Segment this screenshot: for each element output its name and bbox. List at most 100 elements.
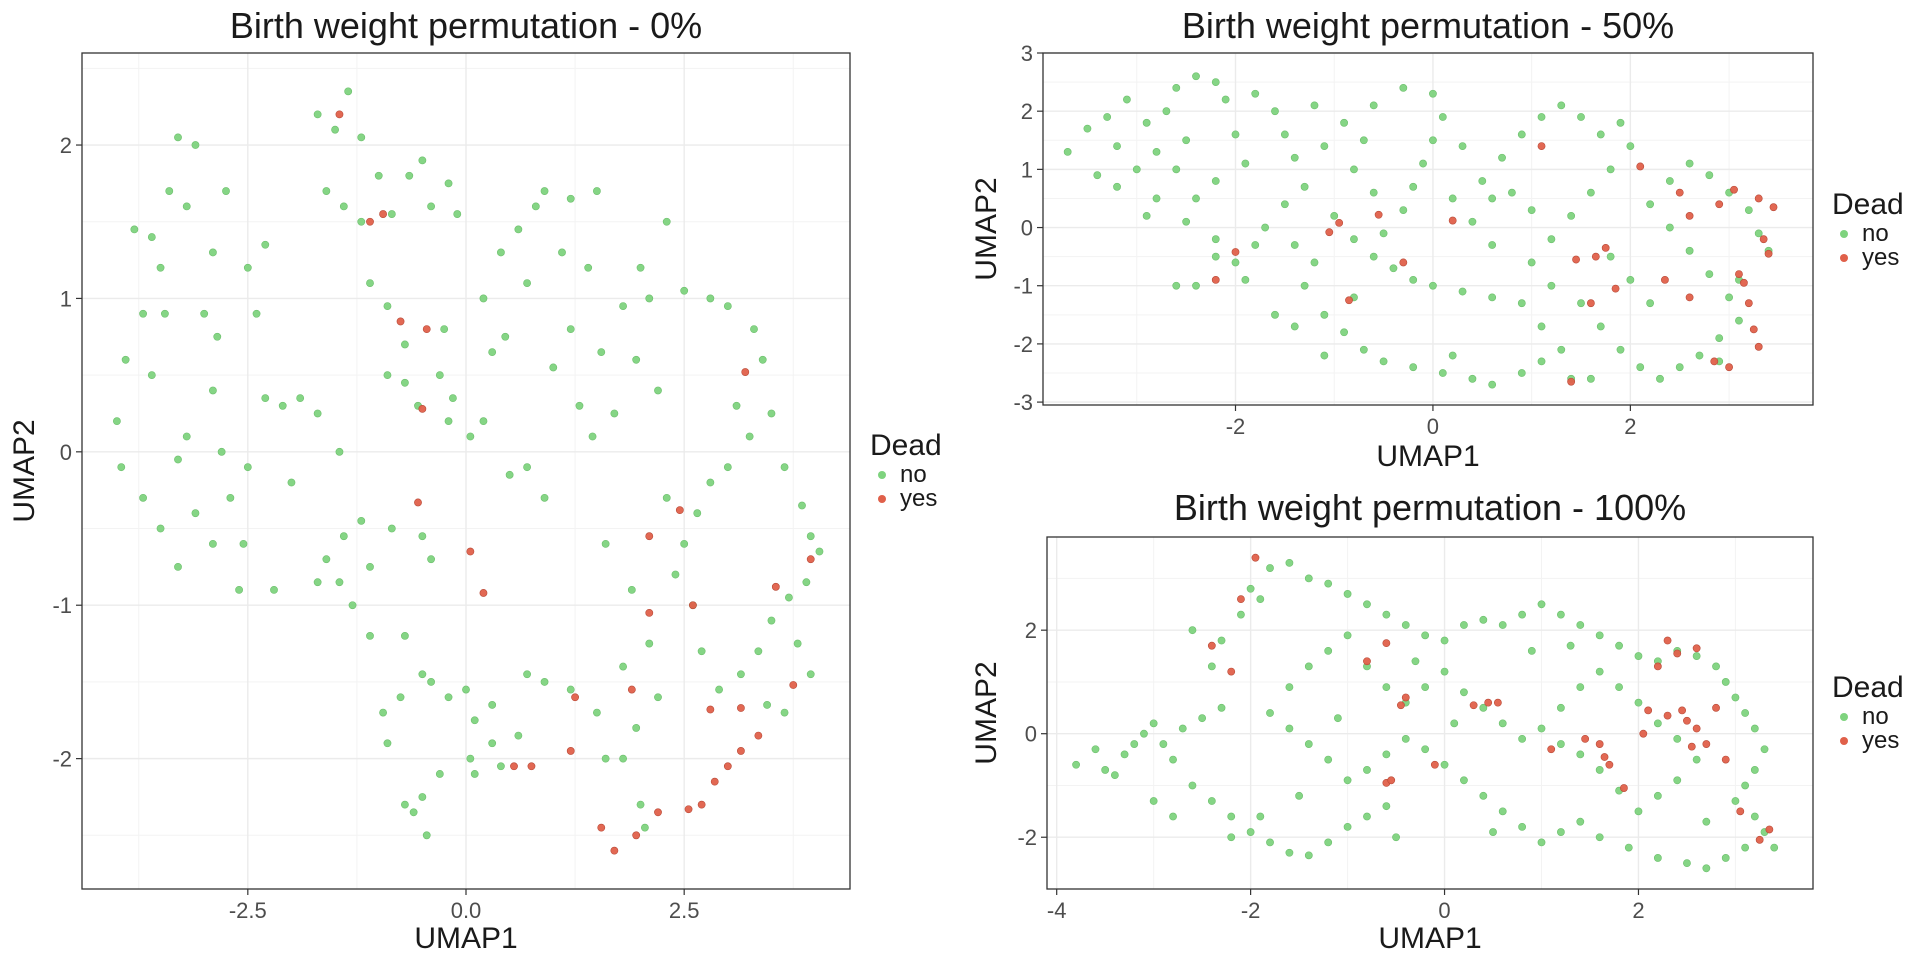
data-point-no (401, 631, 409, 640)
data-point-no (339, 532, 348, 541)
data-point-no (1363, 600, 1371, 609)
data-point-no (1537, 322, 1546, 331)
data-point-no (401, 378, 409, 387)
data-point-yes (1591, 252, 1600, 261)
data-point-no (798, 501, 806, 510)
data-point-no (1527, 646, 1536, 655)
data-point-no (331, 125, 339, 134)
data-point-no (1123, 95, 1131, 104)
data-point-yes (1663, 711, 1672, 720)
data-point-yes (1663, 636, 1672, 645)
data-point-no (662, 217, 671, 226)
data-point-no (322, 555, 331, 564)
data-point-no (427, 678, 435, 686)
data-point-no (1479, 615, 1488, 624)
data-point-no (1382, 610, 1391, 619)
data-point-yes (1399, 258, 1408, 267)
data-point-no (815, 547, 824, 556)
data-point-yes (1687, 742, 1696, 751)
data-point-no (488, 701, 497, 709)
data-point-no (1741, 781, 1750, 790)
data-point-no (1595, 833, 1604, 842)
data-point-yes (1537, 142, 1546, 150)
data-point-no (1744, 206, 1753, 214)
data-point-yes (1692, 724, 1701, 733)
data-point-no (1557, 345, 1566, 354)
x-tick-label: 2 (1632, 898, 1644, 923)
data-point-no (514, 225, 523, 234)
data-point-no (1468, 374, 1477, 383)
data-point-no (357, 516, 366, 525)
data-point-no (1440, 667, 1449, 676)
data-point-no (1731, 693, 1740, 702)
data-point-no (549, 363, 558, 372)
data-point-no (806, 670, 815, 679)
plot-background (1047, 537, 1813, 889)
data-point-yes (684, 805, 693, 814)
data-point-no (1702, 817, 1711, 826)
data-point-no (383, 739, 392, 748)
data-point-no (566, 325, 575, 334)
data-point-yes (1764, 249, 1773, 258)
y-tick-label: 0 (60, 440, 72, 465)
data-point-no (1324, 646, 1333, 655)
data-point-yes (1759, 235, 1768, 244)
data-point-no (501, 332, 510, 341)
data-point-no (715, 685, 723, 694)
data-point-no (1379, 357, 1388, 366)
data-point-no (1409, 363, 1418, 372)
data-point-yes (1735, 270, 1743, 278)
data-point-yes (1484, 698, 1493, 707)
data-point-no (1152, 148, 1161, 156)
data-point-yes (723, 762, 732, 771)
plot-border (1042, 52, 1814, 406)
data-point-yes (1601, 244, 1610, 252)
data-point-no (226, 493, 235, 502)
data-point-no (632, 355, 641, 364)
data-point-no (1261, 223, 1270, 232)
data-point-yes (1237, 595, 1245, 604)
data-point-no (1217, 636, 1226, 645)
data-point-no (1606, 165, 1615, 174)
data-point-no (261, 394, 270, 403)
data-point-no (1537, 600, 1546, 609)
y-tick-label: -3 (1013, 390, 1033, 415)
data-point-no (558, 248, 566, 257)
data-point-no (1498, 621, 1507, 629)
y-tick-label: 3 (1021, 41, 1033, 66)
data-point-no (174, 133, 182, 142)
data-point-no (1673, 776, 1682, 785)
data-point-no (191, 509, 200, 518)
data-point-no (1207, 797, 1216, 805)
data-point-no (593, 708, 601, 717)
data-point-no (680, 286, 689, 295)
data-point-no (1665, 177, 1674, 185)
data-point-yes (771, 582, 780, 591)
data-point-no (444, 179, 453, 188)
data-point-no (1369, 252, 1378, 261)
data-point-no (174, 455, 182, 464)
data-point-no (1251, 241, 1260, 249)
data-point-no (209, 386, 217, 395)
chart-title: Birth weight permutation - 100% (1174, 487, 1686, 528)
data-point-no (156, 263, 165, 272)
data-point-no (1448, 194, 1457, 203)
data-point-no (1653, 854, 1662, 862)
data-point-no (1324, 755, 1333, 764)
legend-label-yes: yes (1862, 244, 1899, 271)
data-point-no (1440, 636, 1449, 645)
data-point-yes (1692, 644, 1701, 653)
data-point-no (1557, 101, 1566, 110)
data-point-no (440, 325, 449, 334)
data-point-yes (597, 823, 606, 832)
data-point-no (278, 401, 287, 410)
data-point-yes (706, 705, 715, 714)
y-tick-label: -2 (1013, 332, 1033, 357)
data-point-no (1246, 828, 1255, 836)
data-point-no (680, 539, 689, 548)
data-point-no (1421, 745, 1430, 754)
data-point-no (1721, 678, 1730, 686)
data-point-yes (627, 685, 636, 694)
data-point-no (1712, 662, 1720, 671)
